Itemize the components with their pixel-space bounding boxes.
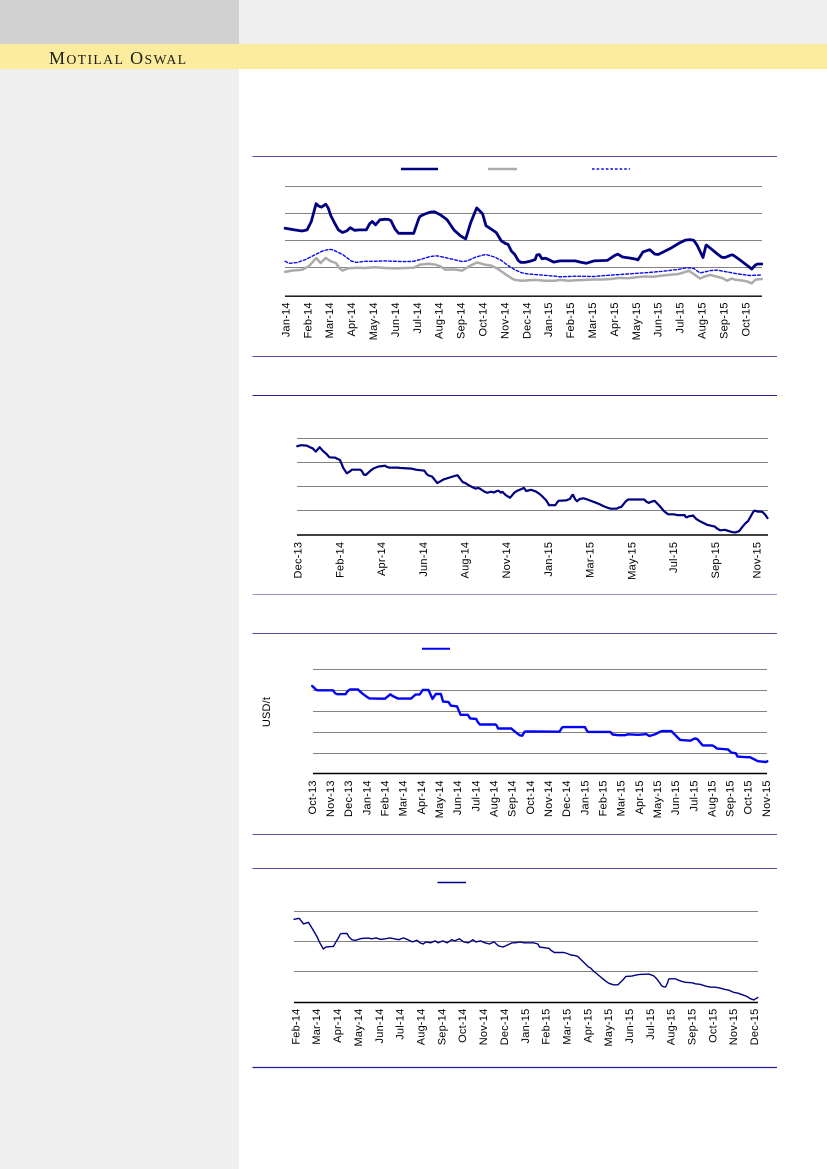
svg-text:Apr-14: Apr-14: [376, 542, 388, 576]
svg-text:Jun-14: Jun-14: [374, 1009, 386, 1044]
svg-text:Jul-15: Jul-15: [645, 1009, 657, 1040]
svg-text:Dec-14: Dec-14: [499, 1009, 511, 1046]
svg-text:Sep-15: Sep-15: [687, 1009, 699, 1046]
svg-text:Dec-13: Dec-13: [343, 780, 355, 817]
svg-text:May-14: May-14: [368, 302, 380, 340]
svg-text:May-14: May-14: [353, 1009, 365, 1047]
svg-text:Feb-14: Feb-14: [380, 780, 392, 816]
svg-text:Sep-15: Sep-15: [710, 542, 722, 579]
svg-text:Nov-15: Nov-15: [761, 780, 773, 817]
svg-text:Aug-15: Aug-15: [706, 780, 718, 817]
svg-text:Nov-15: Nov-15: [728, 1009, 740, 1046]
svg-text:Feb-15: Feb-15: [598, 780, 610, 816]
svg-text:Nov-14: Nov-14: [501, 542, 513, 579]
svg-text:Sep-14: Sep-14: [436, 1009, 448, 1046]
svg-text:Feb-14: Feb-14: [290, 1009, 302, 1045]
svg-text:Jun-14: Jun-14: [390, 302, 402, 337]
svg-text:Jan-14: Jan-14: [280, 302, 292, 337]
svg-text:Aug-15: Aug-15: [697, 302, 709, 339]
svg-text:Nov-15: Nov-15: [752, 542, 764, 579]
svg-text:Mar-15: Mar-15: [616, 780, 628, 816]
svg-text:Mar-15: Mar-15: [585, 542, 597, 578]
svg-text:Apr-14: Apr-14: [332, 1009, 344, 1043]
svg-text:Apr-14: Apr-14: [346, 302, 358, 336]
svg-text:Jul-15: Jul-15: [675, 302, 687, 333]
svg-text:Jan-15: Jan-15: [543, 302, 555, 337]
svg-text:Jul-14: Jul-14: [412, 302, 424, 333]
svg-text:Sep-14: Sep-14: [456, 302, 468, 339]
svg-text:Jun-15: Jun-15: [653, 302, 665, 337]
svg-text:Mar-14: Mar-14: [398, 780, 410, 816]
svg-text:Nov-14: Nov-14: [543, 780, 555, 817]
svg-text:Mar-14: Mar-14: [324, 302, 336, 338]
svg-text:Oct-13: Oct-13: [307, 780, 319, 814]
svg-text:Aug-14: Aug-14: [434, 302, 446, 339]
svg-text:Dec-14: Dec-14: [521, 302, 533, 339]
svg-text:Apr-15: Apr-15: [609, 302, 621, 336]
svg-text:Aug-14: Aug-14: [460, 542, 472, 579]
svg-text:May-15: May-15: [652, 780, 664, 818]
svg-text:Feb-15: Feb-15: [565, 302, 577, 338]
svg-text:Nov-14: Nov-14: [499, 302, 511, 339]
svg-text:Mar-15: Mar-15: [562, 1009, 574, 1045]
svg-text:Sep-14: Sep-14: [507, 780, 519, 817]
svg-text:Feb-15: Feb-15: [541, 1009, 553, 1045]
svg-text:Oct-15: Oct-15: [707, 1009, 719, 1043]
svg-text:Jun-14: Jun-14: [452, 780, 464, 815]
svg-text:Oct-14: Oct-14: [457, 1009, 469, 1043]
svg-text:Jan-14: Jan-14: [361, 780, 373, 815]
svg-text:Nov-14: Nov-14: [478, 1009, 490, 1046]
svg-text:Jul-15: Jul-15: [668, 542, 680, 573]
svg-text:Aug-14: Aug-14: [489, 780, 501, 817]
svg-text:Apr-14: Apr-14: [416, 780, 428, 814]
svg-text:Jun-15: Jun-15: [624, 1009, 636, 1044]
svg-text:Jun-15: Jun-15: [670, 780, 682, 815]
svg-text:Apr-15: Apr-15: [634, 780, 646, 814]
svg-text:Jan-15: Jan-15: [579, 780, 591, 815]
svg-text:Jul-15: Jul-15: [688, 780, 700, 811]
svg-text:USD/t: USD/t: [261, 697, 273, 727]
svg-text:May-15: May-15: [631, 302, 643, 340]
svg-text:May-15: May-15: [603, 1009, 615, 1047]
svg-text:Feb-14: Feb-14: [302, 302, 314, 338]
svg-text:Sep-15: Sep-15: [718, 302, 730, 339]
svg-text:Jun-14: Jun-14: [418, 542, 430, 577]
svg-text:Dec-15: Dec-15: [749, 1009, 761, 1046]
svg-text:Aug-14: Aug-14: [416, 1009, 428, 1046]
svg-text:Dec-13: Dec-13: [293, 542, 305, 579]
svg-text:Jul-14: Jul-14: [470, 780, 482, 811]
svg-text:Nov-13: Nov-13: [325, 780, 337, 817]
svg-text:Dec-14: Dec-14: [561, 780, 573, 817]
svg-text:Oct-14: Oct-14: [478, 302, 490, 336]
svg-text:Oct-14: Oct-14: [525, 780, 537, 814]
svg-text:Sep-15: Sep-15: [725, 780, 737, 817]
svg-text:Oct-15: Oct-15: [743, 780, 755, 814]
svg-text:Oct-15: Oct-15: [740, 302, 752, 336]
svg-text:May-15: May-15: [626, 542, 638, 580]
svg-text:Apr-15: Apr-15: [582, 1009, 594, 1043]
svg-text:May-14: May-14: [434, 780, 446, 818]
svg-text:Jan-15: Jan-15: [543, 542, 555, 577]
svg-text:Mar-15: Mar-15: [587, 302, 599, 338]
svg-text:Jul-14: Jul-14: [395, 1009, 407, 1040]
svg-text:Jan-15: Jan-15: [520, 1009, 532, 1044]
svg-text:Mar-14: Mar-14: [311, 1009, 323, 1045]
svg-text:Feb-14: Feb-14: [334, 542, 346, 578]
svg-text:Aug-15: Aug-15: [666, 1009, 678, 1046]
